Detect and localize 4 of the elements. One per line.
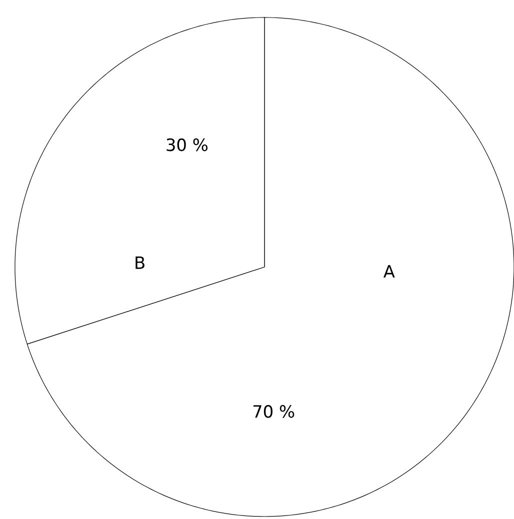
- slice-label: B: [136, 256, 144, 269]
- slice-label: A: [383, 265, 395, 278]
- data-label: 30 %: [166, 138, 208, 152]
- data-label: 70 %: [253, 405, 294, 418]
